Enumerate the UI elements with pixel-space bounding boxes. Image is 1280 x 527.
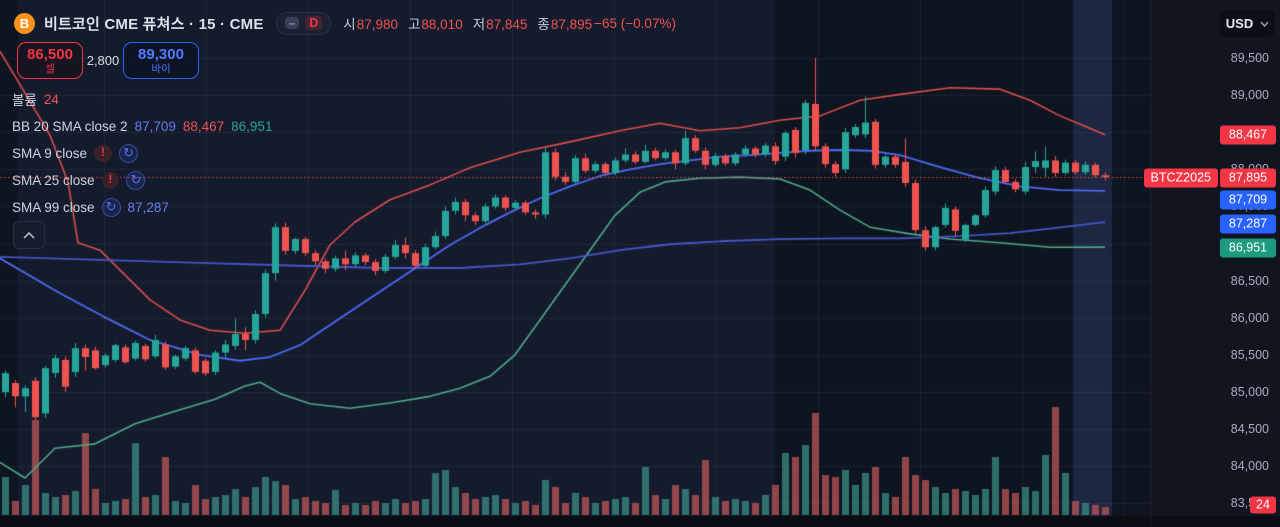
ohlc-readout: 시87,980 고88,010 저87,845 종87,895 bbox=[343, 13, 592, 33]
axis-tick-label: 84,000 bbox=[1230, 459, 1269, 474]
axis-tick-label: 86,000 bbox=[1230, 310, 1269, 325]
chevron-down-icon bbox=[1260, 21, 1269, 27]
chevron-up-icon bbox=[23, 231, 35, 239]
volume-legend[interactable]: 볼륨 24 bbox=[12, 90, 59, 109]
sma99-value: 87,287 bbox=[127, 199, 169, 215]
price-badge[interactable]: 87,709 bbox=[1220, 190, 1276, 210]
bb-mid-value: 87,709 bbox=[134, 118, 176, 134]
sell-button[interactable]: 86,500 셀 bbox=[17, 42, 83, 79]
daily-flag: D bbox=[305, 16, 323, 30]
ohlc-item: 시87,980 bbox=[343, 17, 398, 32]
sell-label: 셀 bbox=[45, 62, 55, 75]
collapse-legend-button[interactable] bbox=[13, 221, 45, 249]
ohlc-item: 종87,895 bbox=[537, 17, 593, 32]
bb-label: BB 20 SMA close 2 bbox=[12, 118, 128, 134]
axis-tick-label: 86,500 bbox=[1230, 273, 1269, 288]
buy-price: 89,300 bbox=[138, 45, 184, 63]
error-icon[interactable]: ! bbox=[94, 144, 112, 162]
price-change: −65 (−0.07%) bbox=[594, 15, 676, 31]
axis-tick-label: 89,500 bbox=[1230, 51, 1269, 65]
error-icon[interactable]: ! bbox=[101, 171, 120, 189]
price-badge[interactable]: 24 bbox=[1250, 496, 1276, 514]
axis-tick-label: 85,500 bbox=[1230, 347, 1269, 362]
bb-lower-value: 86,951 bbox=[231, 118, 273, 134]
sell-price: 86,500 bbox=[27, 45, 73, 63]
currency-label: USD bbox=[1225, 16, 1254, 31]
sma9-label: SMA 9 close bbox=[12, 145, 88, 161]
symbol-title[interactable]: 비트코인 CME 퓨쳐스 · 15 · CME bbox=[44, 15, 264, 33]
bb-legend[interactable]: BB 20 SMA close 2 87,709 88,467 86,951 bbox=[12, 117, 272, 135]
sma99-legend[interactable]: SMA 99 close ↻ 87,287 bbox=[12, 197, 169, 217]
dash-icon: – bbox=[284, 17, 300, 29]
spread-value: 2,800 bbox=[86, 53, 120, 68]
bitcoin-icon: B bbox=[14, 12, 35, 34]
axis-tick-label: 85,000 bbox=[1230, 384, 1269, 399]
axis-tick-label: 89,000 bbox=[1230, 88, 1269, 103]
volume-value: 24 bbox=[43, 91, 59, 107]
reload-icon[interactable]: ↻ bbox=[126, 170, 146, 190]
axis-tick-label: 84,500 bbox=[1230, 422, 1269, 436]
sma25-label: SMA 25 close bbox=[12, 172, 95, 188]
ohlc-item: 저87,845 bbox=[472, 17, 528, 32]
reload-icon[interactable]: ↻ bbox=[101, 197, 121, 217]
sma99-label: SMA 99 close bbox=[12, 199, 95, 215]
currency-dropdown[interactable]: USD bbox=[1220, 10, 1275, 37]
bb-upper-value: 88,467 bbox=[182, 118, 225, 134]
ohlc-item: 고88,010 bbox=[407, 17, 463, 32]
volume-label: 볼륨 bbox=[12, 93, 37, 108]
sma9-legend[interactable]: SMA 9 close ! ↻ bbox=[12, 143, 138, 163]
symbol-header: B 비트코인 CME 퓨쳐스 · 15 · CME – D 시87,980 고88… bbox=[14, 11, 676, 35]
session-status-pill[interactable]: – D bbox=[275, 11, 332, 35]
reload-icon[interactable]: ↻ bbox=[118, 143, 138, 163]
sma25-legend[interactable]: SMA 25 close ! ↻ bbox=[12, 170, 146, 190]
price-badge[interactable]: 86,951 bbox=[1220, 238, 1276, 258]
price-badge[interactable]: 87,287 bbox=[1220, 214, 1276, 234]
symbol-price-badge[interactable]: BTCZ2025 87,895 bbox=[1143, 168, 1276, 188]
buy-button[interactable]: 89,300 바이 bbox=[123, 42, 199, 79]
buy-label: 바이 bbox=[151, 62, 171, 75]
price-badge[interactable]: 88,467 bbox=[1220, 125, 1276, 145]
